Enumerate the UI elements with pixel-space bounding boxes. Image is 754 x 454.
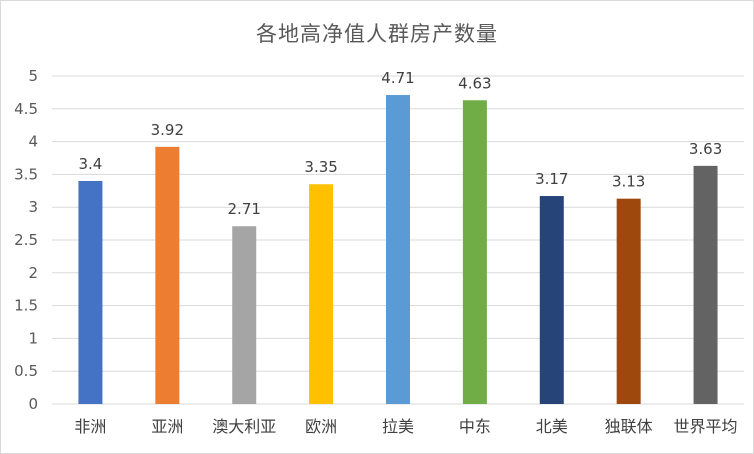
bar xyxy=(462,100,487,404)
bar xyxy=(539,196,564,404)
y-tick-label: 4 xyxy=(28,133,38,151)
x-tick-label: 澳大利亚 xyxy=(212,417,276,436)
y-tick-label: 3 xyxy=(28,198,38,216)
bar xyxy=(693,165,718,404)
data-label: 3.92 xyxy=(151,121,184,139)
bar xyxy=(232,226,257,404)
data-label: 3.17 xyxy=(535,170,568,188)
bar xyxy=(309,184,334,404)
bar xyxy=(616,198,641,404)
data-label: 3.35 xyxy=(304,158,337,176)
data-label: 4.71 xyxy=(381,69,414,87)
data-label: 3.13 xyxy=(612,173,645,191)
bar xyxy=(155,146,180,404)
x-tick-label: 非洲 xyxy=(74,417,106,436)
y-tick-label: 3.5 xyxy=(14,165,38,183)
x-tick-label: 独联体 xyxy=(605,417,653,436)
x-tick-label: 欧洲 xyxy=(305,417,337,436)
y-tick-label: 1.5 xyxy=(14,297,38,315)
data-label: 3.4 xyxy=(79,155,103,173)
x-axis: 非洲 亚洲 澳大利亚 欧洲 拉美 中东 北美 独联体 世界平均 xyxy=(74,417,737,436)
y-tick-label: 2.5 xyxy=(14,231,38,249)
bars xyxy=(78,95,718,405)
x-tick-label: 世界平均 xyxy=(674,417,738,436)
x-tick-label: 亚洲 xyxy=(151,417,183,436)
y-tick-label: 4.5 xyxy=(14,100,38,118)
data-labels: 3.4 3.92 2.71 3.35 4.71 4.63 3.17 3.13 3.63 xyxy=(79,69,723,218)
bar xyxy=(386,95,410,405)
x-tick-label: 中东 xyxy=(459,417,491,436)
data-label: 4.63 xyxy=(458,74,491,92)
y-tick-label: 0.5 xyxy=(14,362,38,380)
y-tick-label: 5 xyxy=(28,67,38,85)
chart-title: 各地高净值人群房产数量 xyxy=(256,22,498,46)
data-label: 3.63 xyxy=(689,140,722,158)
y-tick-label: 1 xyxy=(28,329,38,347)
data-label: 2.71 xyxy=(228,200,261,218)
y-axis: 0 0.5 1 1.5 2 2.5 3 3.5 4 4.5 5 xyxy=(14,67,38,413)
y-tick-label: 2 xyxy=(28,264,38,282)
bar xyxy=(78,180,103,404)
y-tick-label: 0 xyxy=(28,395,38,413)
x-tick-label: 拉美 xyxy=(382,417,414,436)
x-tick-label: 北美 xyxy=(536,417,568,436)
